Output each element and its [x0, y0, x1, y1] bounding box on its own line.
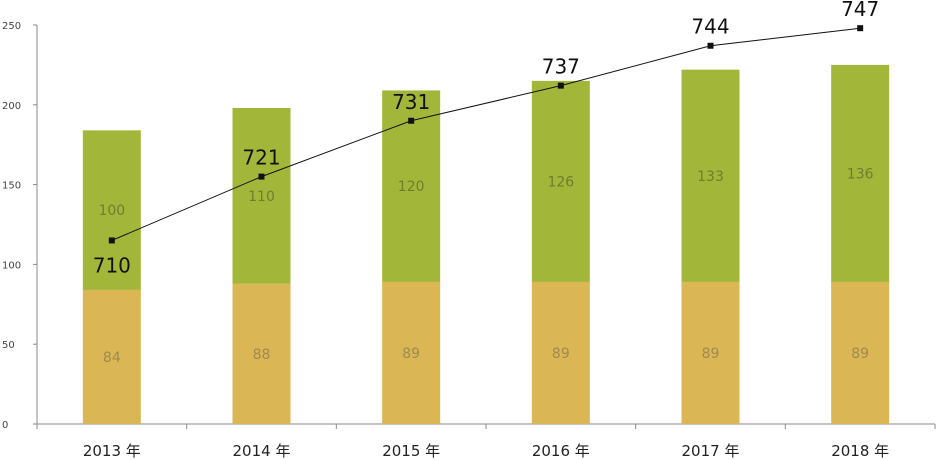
x-tick-label: 2014 年 — [233, 442, 291, 460]
line-point — [857, 25, 864, 32]
line-path — [111, 27, 861, 241]
bar-segment — [232, 283, 291, 424]
bar-segment — [531, 80, 590, 282]
bar-data-label: 110 — [248, 189, 275, 205]
bar-labels: 84 100 88 110 89 120 89 126 89 133 89 136 — [98, 166, 873, 366]
axes: 0 50 100 150 200 250 2013 年 2014 年 2015 年 2016 年 2… — [2, 21, 936, 460]
bar-segment — [681, 281, 740, 424]
line-point — [108, 237, 115, 244]
line-data-label: 737 — [542, 55, 580, 79]
y-tick-label: 100 — [2, 260, 21, 271]
bar-data-label: 100 — [98, 203, 125, 219]
bar-segment — [831, 64, 890, 282]
bar-segment — [831, 281, 890, 424]
line-labels: 710 721 731 737 744 747 — [93, 0, 880, 277]
y-tick-label: 50 — [2, 340, 15, 351]
bar-segment — [531, 281, 590, 424]
x-tick-label: 2016 年 — [532, 442, 590, 460]
line-point — [557, 82, 564, 89]
line-data-label: 721 — [242, 146, 280, 170]
bar-data-label: 89 — [851, 346, 869, 362]
x-tick-label: 2013 年 — [83, 442, 141, 460]
bar-segment — [382, 281, 441, 424]
bar-data-label: 89 — [552, 346, 570, 362]
x-tick-label: 2015 年 — [382, 442, 440, 460]
bar-data-label: 136 — [847, 166, 874, 182]
bar-data-label: 89 — [702, 346, 720, 362]
line-data-label: 747 — [841, 0, 879, 21]
bar-data-label: 88 — [253, 347, 271, 363]
line-data-label: 744 — [691, 15, 729, 39]
x-tick-label: 2018 年 — [831, 442, 889, 460]
y-tick-label: 200 — [2, 101, 21, 112]
line-point — [707, 42, 714, 49]
bar-segment — [681, 69, 740, 282]
bar-segment — [82, 289, 141, 424]
bar-data-label: 89 — [402, 346, 420, 362]
line-series — [108, 25, 864, 244]
bar-data-label: 84 — [103, 350, 121, 366]
line-point — [408, 117, 415, 124]
bar-segment — [82, 130, 141, 290]
y-tick-label: 0 — [2, 420, 8, 431]
bar-segment — [232, 107, 291, 284]
bar-data-label: 120 — [398, 179, 425, 195]
x-tick-label: 2017 年 — [682, 442, 740, 460]
bar-data-label: 133 — [697, 169, 724, 185]
line-point — [258, 173, 265, 180]
line-data-label: 731 — [392, 90, 430, 114]
y-tick-label: 150 — [2, 181, 21, 192]
bar-data-label: 126 — [547, 174, 574, 190]
bars — [82, 64, 890, 424]
line-data-label: 710 — [93, 253, 131, 277]
y-tick-label: 250 — [2, 21, 21, 32]
